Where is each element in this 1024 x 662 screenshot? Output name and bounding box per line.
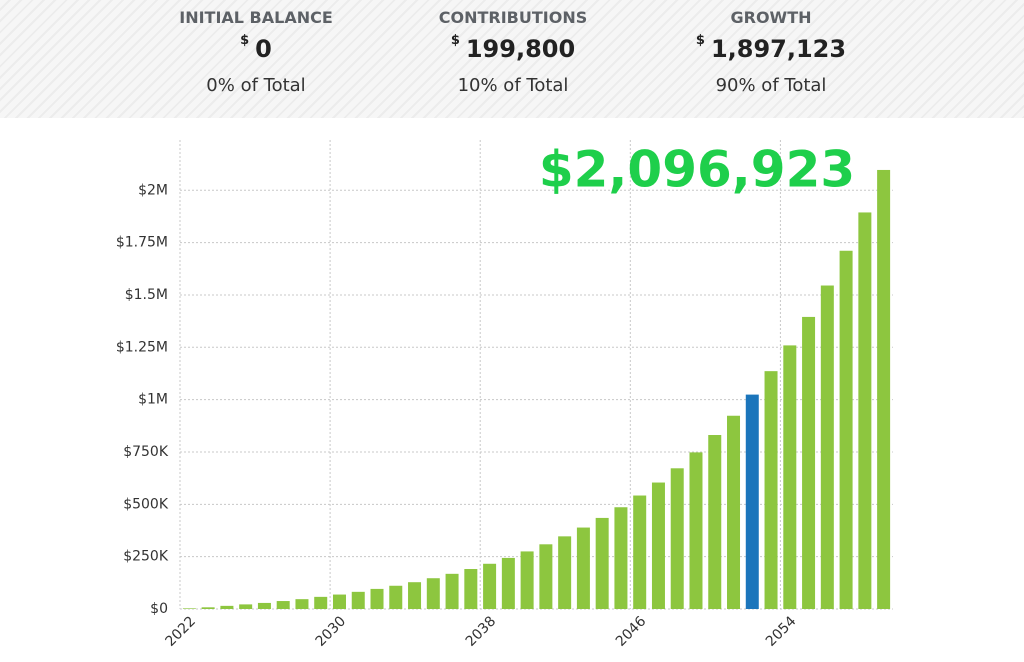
bar bbox=[558, 536, 572, 609]
bar bbox=[426, 578, 440, 609]
summary-amount: 1,897,123 bbox=[710, 35, 847, 63]
chart: $0 $250K $500K $750K $1M $1.25M $1.5M $1.75M $2M… bbox=[116, 140, 893, 650]
y-tick-label: $1.25M bbox=[116, 339, 168, 355]
bar bbox=[220, 605, 234, 609]
summary-label: GROWTH bbox=[730, 8, 812, 27]
x-tick-label: 2046 bbox=[613, 613, 650, 650]
bar bbox=[520, 551, 534, 609]
bar bbox=[539, 544, 553, 609]
bar bbox=[276, 601, 290, 609]
bar bbox=[445, 573, 459, 609]
summary-amount-row: $199,800 bbox=[383, 33, 643, 63]
bar bbox=[820, 285, 834, 609]
bar bbox=[408, 582, 422, 609]
bar bbox=[689, 452, 703, 609]
y-tick-label: $0 bbox=[150, 601, 168, 617]
currency-sign: $ bbox=[450, 33, 460, 48]
y-tick-label: $1.75M bbox=[116, 235, 168, 251]
bar bbox=[783, 345, 797, 609]
y-tick-label: $250K bbox=[123, 549, 169, 565]
bar bbox=[576, 527, 590, 609]
bar bbox=[670, 468, 684, 609]
y-tick-label: $2M bbox=[138, 182, 168, 198]
y-tick-label: $750K bbox=[123, 444, 169, 460]
bar bbox=[295, 599, 309, 609]
summary-block: INITIAL BALANCE $0 0% of Total bbox=[126, 0, 386, 96]
bar bbox=[389, 585, 403, 609]
bar bbox=[239, 604, 253, 609]
bar bbox=[858, 212, 872, 609]
bar bbox=[332, 594, 346, 609]
bar bbox=[370, 588, 384, 609]
summary-share: 90% of Total bbox=[715, 75, 827, 96]
y-tick-label: $500K bbox=[123, 496, 169, 512]
x-tick-label: 2054 bbox=[763, 613, 800, 650]
bar bbox=[464, 569, 478, 609]
bar bbox=[501, 557, 515, 609]
total-annotation: $2,096,923 bbox=[539, 141, 855, 199]
bar bbox=[727, 415, 741, 609]
bar bbox=[257, 602, 271, 609]
summary-share: 0% of Total bbox=[206, 75, 306, 96]
summary-label: CONTRIBUTIONS bbox=[438, 8, 588, 27]
bar bbox=[708, 435, 722, 609]
summary-amount: 0 bbox=[255, 35, 272, 63]
x-tick-label: 2030 bbox=[313, 613, 350, 650]
bar bbox=[651, 482, 665, 609]
bar bbox=[764, 371, 778, 609]
summary-share: 10% of Total bbox=[457, 75, 569, 96]
bar bbox=[745, 394, 759, 609]
bar bbox=[201, 607, 215, 609]
summary-amount: 199,800 bbox=[465, 35, 576, 63]
x-tick-label: 2038 bbox=[463, 613, 500, 650]
bar bbox=[839, 250, 853, 609]
summary-amount-row: $0 bbox=[126, 33, 386, 63]
y-tick-label: $1M bbox=[138, 392, 168, 408]
x-tick-label: 2022 bbox=[163, 613, 200, 650]
bar bbox=[351, 591, 365, 609]
bar bbox=[877, 169, 891, 610]
bar bbox=[314, 596, 328, 609]
currency-sign: $ bbox=[695, 33, 705, 48]
y-tick-label: $1.5M bbox=[125, 287, 168, 303]
bar bbox=[483, 563, 497, 609]
summary-amount-row: $1,897,123 bbox=[641, 33, 901, 63]
bar bbox=[633, 495, 647, 609]
bar bbox=[614, 507, 628, 609]
bar bbox=[182, 608, 196, 609]
bar bbox=[802, 316, 816, 609]
summary-band: INITIAL BALANCE $0 0% of Total CONTRIBUTION… bbox=[0, 0, 1024, 118]
bar bbox=[595, 517, 609, 609]
summary-block: GROWTH $1,897,123 90% of Total bbox=[641, 0, 901, 96]
summary-label: INITIAL BALANCE bbox=[179, 8, 333, 27]
summary-block: CONTRIBUTIONS $199,800 10% of Total bbox=[383, 0, 643, 96]
currency-sign: $ bbox=[240, 33, 250, 48]
